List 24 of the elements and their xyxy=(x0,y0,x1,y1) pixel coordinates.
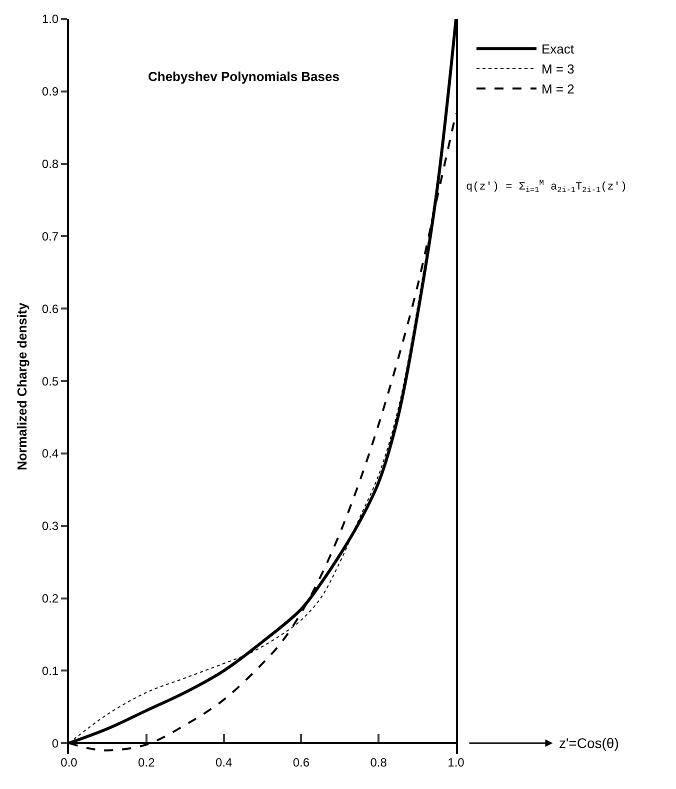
y-tick-label: 0.2 xyxy=(42,592,59,606)
text: q(z') = Σ$_{i=1}$$^{M}$ a$_{2i-1}$T$_{2i-1}$(z') xyxy=(466,179,628,195)
y-tick-label: 0.6 xyxy=(42,302,59,316)
legend-label: M = 2 xyxy=(541,82,574,97)
text: Chebyshev Polynomials Bases xyxy=(148,69,340,84)
y-tick-label: 0.7 xyxy=(42,229,59,244)
y-tick-label: 0 xyxy=(52,736,59,750)
y-tick-label: 0.5 xyxy=(42,374,59,388)
x-tick-label: 0.6 xyxy=(292,756,310,770)
legend-label: M = 3 xyxy=(541,62,574,77)
x-tick-label: 0.2 xyxy=(138,756,156,770)
y-tick-label: 0.9 xyxy=(42,84,59,99)
y-tick-label: 0.1 xyxy=(42,664,59,678)
y-axis-title: Normalized Charge density xyxy=(14,302,30,470)
x-tick-label: 0.8 xyxy=(370,756,388,770)
legend-label: Exact xyxy=(541,42,574,57)
text: z'=Cos(θ) xyxy=(559,735,619,751)
y-tick-label: 0.3 xyxy=(42,519,59,534)
x-tick-label: 1.0 xyxy=(448,756,465,770)
y-tick-label: 0.8 xyxy=(42,157,59,172)
x-tick-label: 0.4 xyxy=(215,756,232,770)
x-tick-label: 0.0 xyxy=(60,756,78,770)
y-tick-label: 1.0 xyxy=(42,12,59,26)
y-tick-label: 0.4 xyxy=(42,446,59,461)
